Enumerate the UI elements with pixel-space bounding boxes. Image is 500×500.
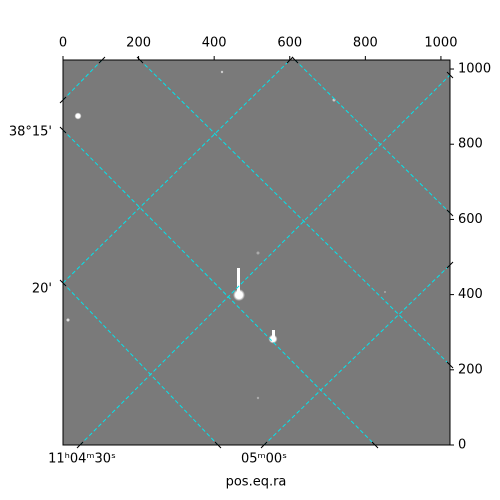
grid-line (139, 59, 451, 366)
y-tick-label: 400 (458, 287, 483, 302)
grid-line (263, 264, 451, 446)
grid-line (62, 59, 291, 284)
y-tick-label: 1000 (458, 62, 491, 77)
frame (62, 59, 451, 446)
wcs-ticks (59, 56, 454, 449)
y-tick-label: 200 (458, 362, 483, 377)
x-tick-label: 1000 (424, 36, 457, 51)
x-tick-label: 600 (277, 36, 302, 51)
image (63, 60, 450, 445)
x-tick-label: 800 (353, 36, 378, 51)
ra-label: 05ᵐ00ˢ (241, 452, 287, 467)
grid-line (62, 282, 219, 446)
ra-label: 11ʰ04ᵐ30ˢ (48, 452, 116, 467)
coordinate-grid (62, 59, 451, 446)
y-tick-label: 600 (458, 212, 483, 227)
x-tick-label: 0 (59, 36, 67, 51)
y-tick-label: 0 (458, 438, 466, 453)
grid-line (79, 74, 451, 446)
x-axis-label: pos.eq.ra (226, 475, 287, 490)
x-tick-label: 400 (202, 36, 227, 51)
y-tick-label: 800 (458, 137, 483, 152)
grid-line (62, 129, 376, 446)
sources (66, 70, 386, 400)
dec-label: 38°15' (9, 125, 52, 140)
x-tick-label: 200 (126, 36, 151, 51)
grid-line (62, 59, 103, 101)
dec-label: 20' (32, 282, 52, 297)
grid-line (294, 59, 451, 214)
